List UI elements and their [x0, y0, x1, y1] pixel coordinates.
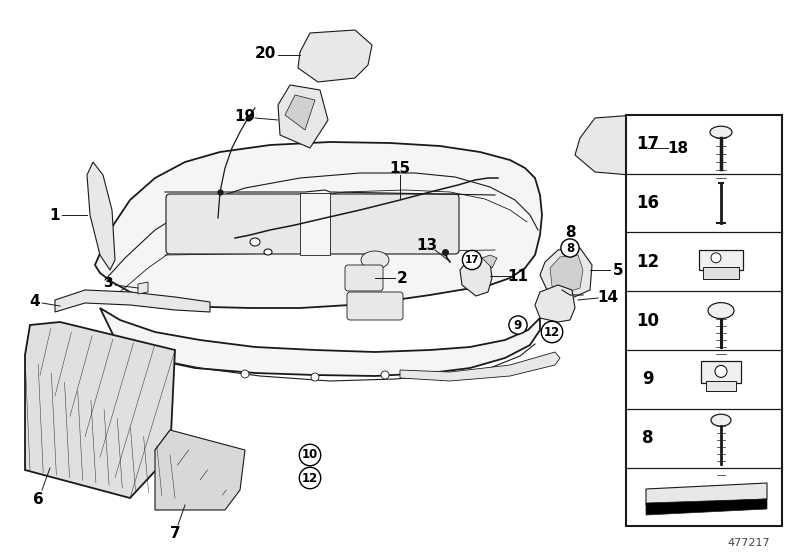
Polygon shape	[575, 115, 650, 175]
Text: 13: 13	[417, 237, 438, 253]
Text: 5: 5	[613, 263, 623, 278]
Text: 19: 19	[234, 109, 255, 124]
Text: 8: 8	[566, 241, 574, 254]
Text: 12: 12	[302, 472, 318, 484]
Text: 4: 4	[30, 293, 40, 309]
Ellipse shape	[264, 249, 272, 255]
Text: 15: 15	[390, 161, 410, 175]
Text: 477217: 477217	[727, 538, 770, 548]
Bar	[626, 115, 782, 526]
FancyBboxPatch shape	[345, 265, 383, 291]
Ellipse shape	[361, 251, 389, 269]
FancyBboxPatch shape	[347, 292, 403, 320]
Ellipse shape	[250, 238, 260, 246]
Ellipse shape	[311, 373, 319, 381]
Polygon shape	[25, 322, 175, 498]
Text: 10: 10	[302, 449, 318, 461]
Polygon shape	[155, 430, 245, 510]
Polygon shape	[300, 193, 330, 255]
Text: 8: 8	[642, 429, 654, 447]
Text: 1: 1	[50, 208, 60, 222]
Polygon shape	[285, 95, 315, 130]
Ellipse shape	[710, 126, 732, 138]
Text: 12: 12	[544, 325, 560, 338]
Polygon shape	[138, 282, 148, 294]
Polygon shape	[482, 255, 497, 268]
Text: 12: 12	[637, 253, 659, 271]
FancyBboxPatch shape	[321, 194, 459, 254]
Polygon shape	[278, 85, 328, 148]
Text: 3: 3	[103, 276, 113, 290]
Text: 2: 2	[397, 270, 407, 286]
Ellipse shape	[711, 253, 721, 263]
Polygon shape	[540, 248, 592, 298]
Text: 14: 14	[598, 290, 618, 305]
Polygon shape	[87, 162, 115, 270]
Ellipse shape	[711, 414, 731, 426]
Polygon shape	[55, 290, 210, 312]
Polygon shape	[460, 256, 492, 296]
Polygon shape	[535, 285, 575, 322]
Text: 18: 18	[667, 141, 689, 156]
Text: 20: 20	[254, 45, 276, 60]
Text: 8: 8	[565, 225, 575, 240]
Polygon shape	[646, 483, 767, 505]
Ellipse shape	[715, 366, 727, 377]
Polygon shape	[646, 499, 767, 515]
Text: 10: 10	[637, 311, 659, 330]
Polygon shape	[95, 142, 542, 308]
Text: 9: 9	[642, 370, 654, 389]
Ellipse shape	[381, 371, 389, 379]
Bar	[703, 267, 739, 279]
Text: 11: 11	[507, 268, 529, 283]
Ellipse shape	[241, 370, 249, 378]
Bar	[701, 361, 741, 384]
Bar	[706, 381, 736, 391]
Text: 17: 17	[637, 135, 659, 153]
Ellipse shape	[708, 302, 734, 319]
Text: 7: 7	[170, 526, 180, 542]
Text: 6: 6	[33, 492, 43, 506]
Text: 16: 16	[637, 194, 659, 212]
Text: 9: 9	[514, 319, 522, 332]
Polygon shape	[298, 30, 372, 82]
Polygon shape	[400, 352, 560, 381]
Bar	[699, 250, 743, 270]
Polygon shape	[100, 308, 540, 376]
Text: 17: 17	[465, 255, 479, 265]
FancyBboxPatch shape	[166, 194, 304, 254]
Polygon shape	[550, 255, 583, 294]
